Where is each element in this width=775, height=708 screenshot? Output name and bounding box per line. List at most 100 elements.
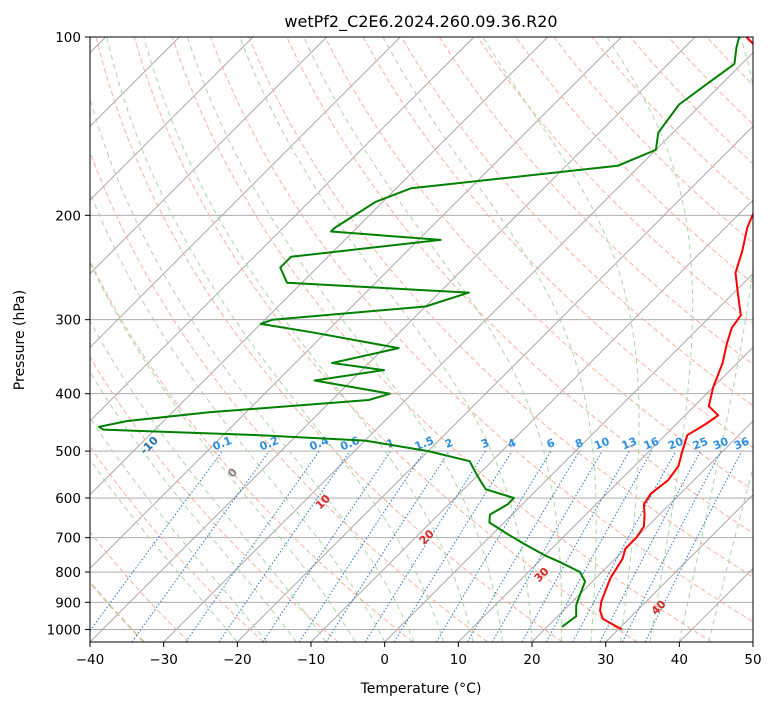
isotherm-line: [90, 37, 327, 275]
mixing-ratio-line: [262, 450, 392, 642]
dry-adiabat-line: [90, 356, 339, 642]
moist-adiabat-line: [143, 37, 474, 642]
dry-adiabat-line: [438, 37, 753, 366]
y-tick-label: 100: [55, 30, 81, 46]
isotherm-lines: [90, 37, 753, 642]
mixing-ratio-label: 10: [592, 435, 611, 453]
y-axis-ticks: 100 200 300 400 500 600 700 800 900 1000: [47, 30, 90, 638]
mixing-ratio-label: 20: [666, 435, 685, 453]
isotherm-line: [752, 641, 753, 642]
dry-adiabat-line: [133, 37, 638, 642]
isotherm-line: [90, 37, 622, 569]
moist-adiabat-line: [90, 97, 415, 642]
mixing-ratio-label: 13: [620, 435, 639, 453]
dry-adiabat-line: [90, 150, 488, 642]
y-axis-label: Pressure (hPa): [12, 290, 28, 390]
moist-adiabat-line: [90, 261, 356, 642]
x-axis-label: Temperature (°C): [360, 681, 482, 697]
y-tick-label: 600: [55, 491, 81, 507]
moist-adiabat-line: [90, 416, 268, 642]
mixing-ratio-lines: [90, 450, 743, 642]
mixing-ratio-line: [621, 450, 722, 642]
dry-adiabat-line: [248, 37, 753, 578]
isotherm-line: [531, 420, 753, 642]
mixing-ratio-label: 4: [506, 436, 518, 451]
temperature-line: [599, 37, 753, 631]
plot-frame: [89, 36, 754, 643]
mixing-ratio-label: 2: [443, 436, 455, 451]
x-tick-label: 10: [450, 652, 467, 668]
pressure-gridlines: [90, 37, 753, 630]
plot-area: -100-90-80-70-60-50-40-30-20-10010203040…: [0, 37, 753, 642]
isotherm-line: [605, 494, 753, 642]
x-axis-ticks: −40 −30 −20 −10 0 10 20 30 40 50: [76, 642, 762, 668]
x-tick-label: −10: [297, 652, 326, 668]
isotherm-line: [90, 37, 475, 422]
dry-adiabat-line: [744, 37, 753, 47]
x-tick-label: 50: [744, 652, 761, 668]
x-tick-label: −40: [76, 652, 105, 668]
x-tick-label: 0: [380, 652, 389, 668]
dry-adiabat-line: [171, 37, 712, 642]
dry-adiabat-label: -10: [138, 434, 161, 457]
y-tick-label: 700: [55, 531, 81, 547]
moist-adiabat-line: [90, 370, 297, 642]
moist-adiabat-line: [90, 190, 386, 642]
mixing-ratio-label: 16: [642, 435, 661, 453]
special-curve-line: [90, 580, 145, 642]
moist-adiabat-line: [187, 37, 503, 642]
moist-adiabat-line: [382, 37, 597, 642]
moist-adiabat-line: [90, 458, 238, 642]
mixing-ratio-line: [644, 450, 743, 642]
dry-adiabat-line: [591, 37, 753, 204]
dry-adiabat-label: 0: [225, 465, 240, 480]
mixing-ratio-label: 6: [545, 436, 557, 451]
isotherm-line: [163, 52, 753, 642]
dry-adiabat-line: [362, 37, 753, 449]
mixing-ratio-line: [545, 450, 653, 642]
mixing-ratio-label: 0.1: [211, 434, 234, 453]
dry-adiabat-lines: [90, 37, 753, 642]
dry-adiabat-line: [95, 37, 563, 642]
x-tick-label: 20: [523, 652, 540, 668]
mixing-ratio-label: 0.6: [338, 434, 361, 453]
x-tick-label: −30: [149, 652, 178, 668]
mixing-ratio-line: [467, 450, 580, 642]
dry-adiabat-line: [515, 37, 753, 284]
moist-adiabat-line: [678, 37, 753, 642]
mixing-ratio-line: [185, 450, 320, 642]
dry-adiabat-line: [90, 259, 414, 642]
mixing-ratio-line: [572, 450, 677, 642]
mixing-ratio-line: [325, 450, 450, 642]
moist-adiabat-line: [239, 37, 533, 642]
isotherm-line: [458, 346, 753, 642]
mixing-ratio-line: [521, 450, 630, 642]
isotherm-line: [90, 37, 254, 201]
moist-adiabat-lines: [90, 37, 753, 642]
mixing-ratio-label: 3: [479, 436, 491, 451]
dry-adiabat-label: -30: [0, 365, 2, 388]
y-tick-label: 900: [55, 595, 81, 611]
mixing-ratio-line: [599, 450, 701, 642]
dry-adiabat-label: 30: [532, 565, 552, 585]
isotherm-line: [90, 37, 401, 348]
x-tick-label: 30: [597, 652, 614, 668]
mixing-ratio-line: [131, 450, 270, 642]
mixing-ratio-line: [90, 450, 223, 632]
mixing-ratio-line: [364, 450, 486, 642]
isotherm-line: [310, 199, 753, 642]
mixing-ratio-label: 30: [711, 435, 730, 453]
mixing-ratio-label: 8: [573, 436, 585, 451]
isotherm-line: [237, 125, 753, 642]
moist-adiabat-line: [106, 37, 445, 642]
moist-adiabat-line: [482, 37, 640, 642]
mixing-ratio-label: 1: [385, 436, 397, 451]
chart-title: wetPf2_C2E6.2024.260.09.36.R20: [284, 12, 557, 32]
x-tick-label: 40: [671, 652, 688, 668]
y-tick-label: 400: [55, 387, 81, 403]
y-tick-label: 1000: [47, 622, 81, 638]
mixing-ratio-label: 25: [691, 435, 710, 453]
dry-adiabat-line: [706, 37, 753, 86]
dry-adiabat-line: [210, 37, 753, 623]
